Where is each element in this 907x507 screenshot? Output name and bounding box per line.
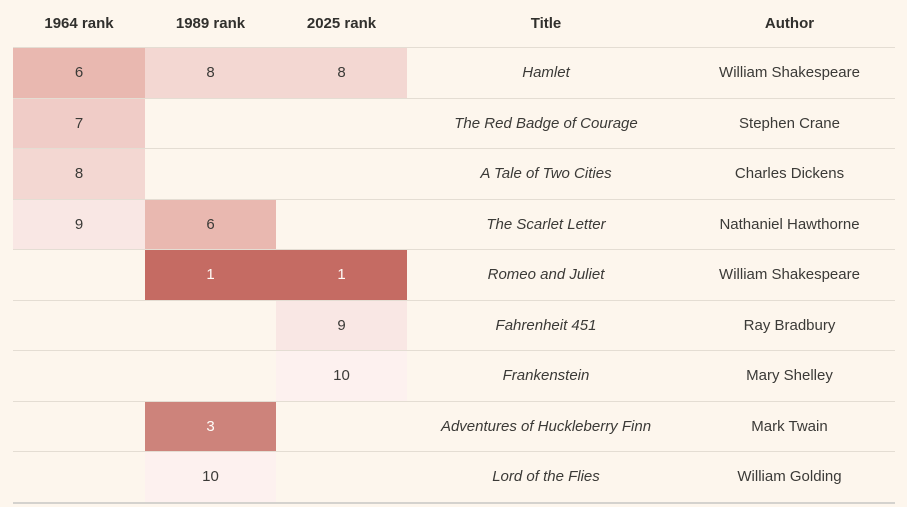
header-1964-rank: 1964 rank	[44, 15, 114, 32]
rank-cell-1964: 7	[13, 98, 145, 148]
table-row: 9 Fahrenheit 451 Ray Bradbury	[13, 299, 895, 351]
rank-cell-1989	[145, 301, 276, 351]
rank-cell-2025: 1	[276, 250, 407, 300]
table-header-row: 1964 rank 1989 rank 2025 rank Title Auth…	[13, 0, 895, 47]
table-row: 6 8 8 Hamlet William Shakespeare	[13, 47, 895, 98]
rank-cell-2025	[276, 149, 407, 199]
rank-cell-2025: 9	[276, 300, 407, 350]
header-author: Author	[764, 15, 815, 32]
title-cell: Frankenstein	[502, 367, 590, 385]
title-cell: A Tale of Two Cities	[480, 165, 612, 183]
table-row: 8 A Tale of Two Cities Charles Dickens	[13, 148, 895, 199]
rank-cell-1989: 1	[145, 250, 276, 300]
author-cell: William Shakespeare	[719, 64, 860, 82]
rank-cell-2025	[276, 99, 407, 149]
rank-cell-1964	[13, 250, 145, 300]
rank-cell-1989: 8	[145, 48, 276, 98]
rank-cell-2025	[276, 200, 407, 250]
author-cell: Charles Dickens	[734, 165, 845, 183]
rank-cell-1964: 8	[13, 149, 145, 199]
rank-cell-2025	[276, 452, 407, 502]
rank-cell-1964: 6	[13, 48, 145, 98]
table-row: 3 Adventures of Huckleberry Finn Mark Twai…	[13, 400, 895, 452]
rank-cell-1989: 6	[145, 199, 276, 249]
header-2025-rank: 2025 rank	[306, 15, 377, 32]
title-cell: Hamlet	[522, 64, 570, 82]
title-cell: The Red Badge of Courage	[454, 114, 638, 132]
title-cell: Adventures of Huckleberry Finn	[440, 417, 652, 435]
rank-cell-1964: 9	[13, 199, 145, 249]
header-title: Title	[530, 15, 562, 32]
author-cell: William Shakespeare	[719, 266, 860, 284]
author-cell: Nathaniel Hawthorne	[719, 215, 860, 233]
rank-cell-1964	[13, 351, 145, 401]
table-row: 10 Lord of the Flies William Golding	[13, 451, 895, 502]
table-row: 1 1 Romeo and Juliet William Shakespeare	[13, 249, 895, 300]
rank-cell-2025: 10	[276, 351, 407, 401]
rank-table: 1964 rank 1989 rank 2025 rank Title Auth…	[13, 0, 895, 504]
author-cell: Stephen Crane	[739, 114, 840, 132]
author-cell: Ray Bradbury	[743, 316, 836, 334]
title-cell: Lord of the Flies	[492, 468, 600, 486]
table-body: 6 8 8 Hamlet William Shakespeare 7 The Red Bad…	[13, 47, 895, 502]
table-row: 10 Frankenstein Mary Shelley	[13, 350, 895, 401]
author-cell: William Golding	[737, 468, 842, 486]
rank-cell-1989: 10	[145, 452, 276, 502]
rank-cell-1964	[13, 402, 145, 452]
table-bottom-rule	[13, 501, 895, 504]
title-cell: Romeo and Juliet	[487, 266, 605, 284]
rank-cell-1964	[13, 301, 145, 351]
rank-cell-1964	[13, 452, 145, 502]
author-cell: Mary Shelley	[746, 367, 833, 385]
table-row: 9 6 The Scarlet Letter Nathaniel Hawthorne	[13, 198, 895, 250]
rank-cell-1989	[145, 149, 276, 199]
rank-cell-1989	[145, 351, 276, 401]
author-cell: Mark Twain	[751, 417, 828, 435]
table-row: 7 The Red Badge of Courage Stephen Crane	[13, 97, 895, 149]
rank-cell-2025: 8	[276, 48, 407, 98]
rank-cell-1989	[145, 99, 276, 149]
title-cell: The Scarlet Letter	[486, 215, 606, 233]
rank-cell-2025	[276, 402, 407, 452]
rank-cell-1989: 3	[145, 401, 276, 451]
header-1989-rank: 1989 rank	[175, 15, 246, 32]
title-cell: Fahrenheit 451	[495, 316, 597, 334]
